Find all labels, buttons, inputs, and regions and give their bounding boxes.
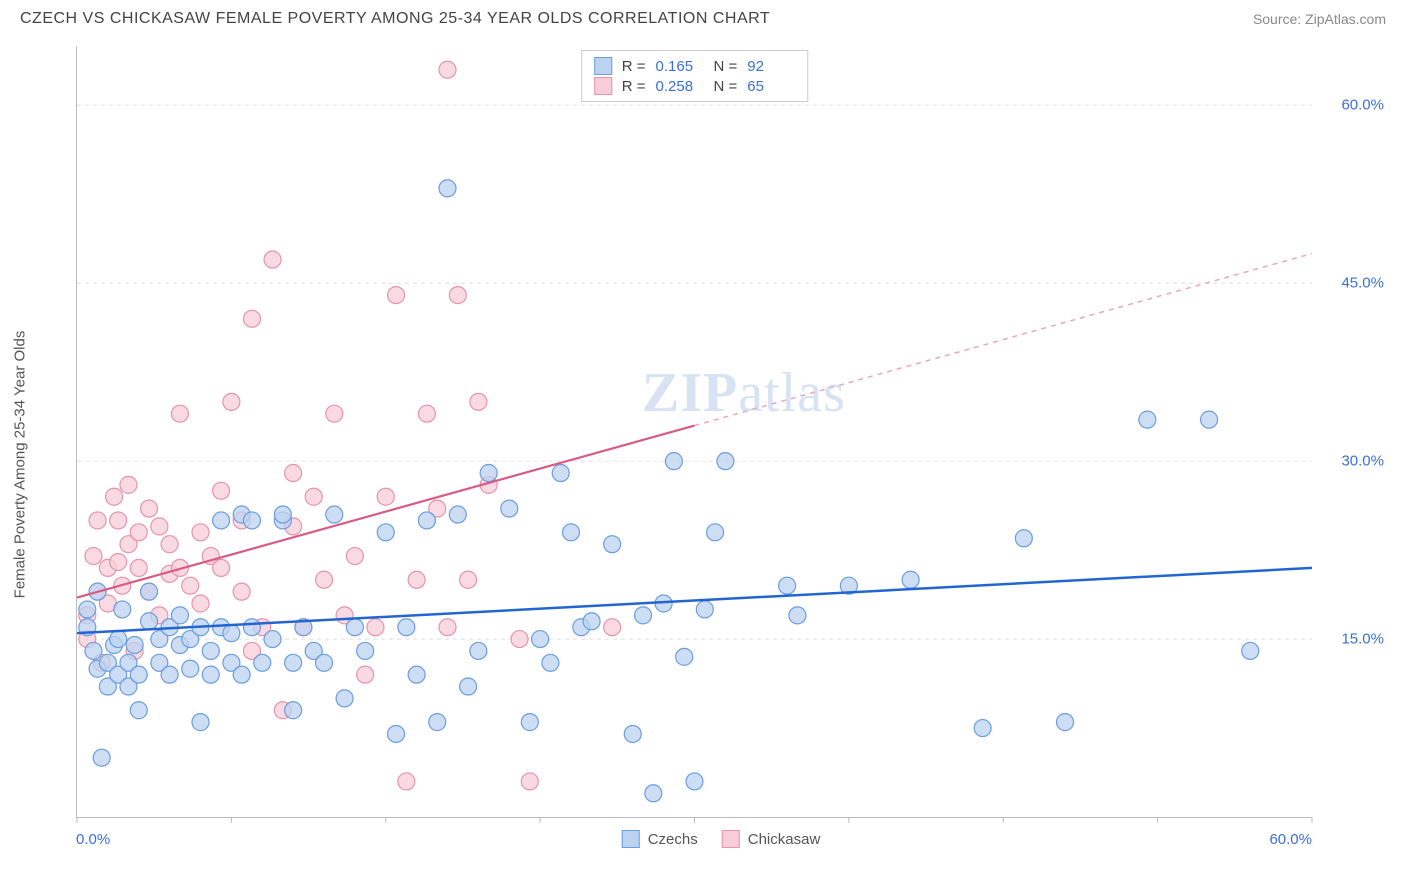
plot-svg [77,46,1312,817]
legend-series-item: Chickasaw [722,830,821,848]
y-axis-label: Female Poverty Among 25-34 Year Olds [12,331,29,599]
legend-series-label: Chickasaw [748,831,821,848]
legend-swatch [722,830,740,848]
y-tick-label: 60.0% [1341,97,1384,114]
n-label: N = [714,58,738,75]
legend-stats: R = 0.165 N = 92 R = 0.258 N = 65 [581,50,809,102]
legend-series: Czechs Chickasaw [622,830,821,848]
legend-stats-row: R = 0.258 N = 65 [594,76,796,96]
n-value: 92 [747,58,795,75]
n-label: N = [714,78,738,95]
plot-area: ZIPatlas R =0.165N =92R =0.258N =65 [76,46,1312,818]
r-label: R = [622,58,646,75]
chart-title: CZECH VS CHICKASAW FEMALE POVERTY AMONG … [20,10,770,28]
source-label: Source: ZipAtlas.com [1253,11,1386,27]
legend-swatch [594,57,612,75]
r-value: 0.258 [656,78,704,95]
legend-series-label: Czechs [648,831,698,848]
r-value: 0.165 [656,58,704,75]
legend-swatch [594,77,612,95]
x-max-label: 60.0% [1269,831,1312,848]
legend-series-item: Czechs [622,830,698,848]
chart-container: Female Poverty Among 25-34 Year Olds ZIP… [50,46,1392,866]
r-label: R = [622,78,646,95]
n-value: 65 [747,78,795,95]
x-min-label: 0.0% [76,831,110,848]
y-tick-label: 45.0% [1341,275,1384,292]
y-tick-label: 30.0% [1341,453,1384,470]
legend-stats-row: R = 0.165 N = 92 [594,56,796,76]
legend-swatch [622,830,640,848]
y-tick-label: 15.0% [1341,631,1384,648]
